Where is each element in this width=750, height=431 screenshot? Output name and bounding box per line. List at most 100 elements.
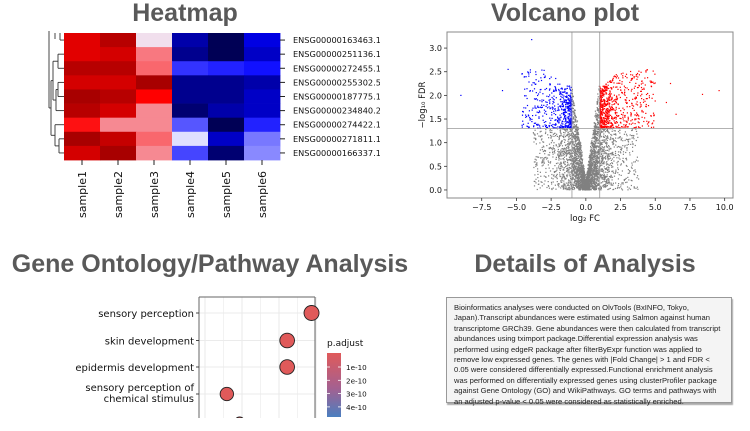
volcano-point (576, 150, 579, 152)
volcano-point (578, 163, 580, 165)
heatmap-cell (172, 103, 209, 119)
volcano-point (608, 179, 610, 182)
volcano-point (568, 105, 570, 107)
volcano-point (635, 97, 637, 99)
volcano-point (611, 153, 613, 155)
volcano-point (553, 112, 555, 115)
volcano-point (581, 163, 583, 165)
volcano-point (568, 169, 570, 171)
volcano-point (578, 177, 580, 179)
volcano-point (596, 186, 598, 188)
volcano-point (579, 143, 581, 145)
volcano-point (534, 83, 536, 85)
volcano-point (598, 189, 600, 191)
volcano-point (594, 169, 596, 171)
volcano-point (563, 95, 565, 97)
volcano-point (568, 150, 571, 152)
volcano-point (540, 157, 542, 159)
volcano-point (590, 175, 592, 177)
volcano-point (617, 137, 619, 139)
heatmap-cell (244, 145, 281, 161)
volcano-point (536, 164, 538, 166)
volcano-point (577, 160, 579, 162)
volcano-point (626, 147, 628, 149)
volcano-point (625, 151, 627, 154)
volcano-point (567, 146, 570, 148)
volcano-point (532, 82, 534, 84)
volcano-point (553, 110, 555, 112)
volcano-point (611, 152, 613, 154)
volcano-point (532, 107, 534, 109)
volcano-point (597, 109, 599, 111)
volcano-point (560, 134, 562, 136)
volcano-point (621, 170, 623, 172)
volcano-point (596, 113, 598, 115)
volcano-point (626, 135, 628, 137)
volcano-point (591, 151, 594, 153)
volcano-point (559, 114, 561, 116)
volcano-point (598, 109, 600, 111)
volcano-point (592, 173, 594, 175)
volcano-point (577, 184, 579, 186)
volcano-point (573, 188, 575, 191)
volcano-point (575, 176, 577, 178)
volcano-point (610, 152, 612, 155)
volcano-point (587, 181, 589, 183)
volcano-point (606, 128, 609, 130)
volcano-point (567, 164, 569, 166)
volcano-point (570, 159, 572, 161)
volcano-point (613, 103, 615, 105)
volcano-point (555, 145, 557, 147)
volcano-point (577, 136, 579, 138)
volcano-point (609, 91, 611, 93)
volcano-point (541, 69, 543, 71)
volcano-point (608, 117, 610, 120)
volcano-point (569, 107, 571, 109)
volcano-point (567, 103, 569, 105)
volcano-point (548, 167, 550, 169)
volcano-point (609, 157, 612, 159)
volcano-point (568, 121, 570, 123)
volcano-point (620, 73, 622, 75)
volcano-point (541, 149, 543, 151)
volcano-point (555, 97, 557, 99)
volcano-point (574, 187, 576, 190)
volcano-point (565, 166, 567, 168)
volcano-point (581, 164, 583, 166)
volcano-point (584, 177, 586, 179)
volcano-point (620, 164, 622, 166)
volcano-point (616, 82, 618, 84)
volcano-point (590, 160, 592, 162)
volcano-point (639, 106, 641, 108)
volcano-point (592, 133, 594, 135)
volcano-point (606, 102, 608, 104)
volcano-point (549, 162, 551, 164)
volcano-point (574, 173, 576, 175)
volcano-point (589, 172, 591, 174)
volcano-point (582, 184, 584, 186)
volcano-point (574, 171, 576, 173)
volcano-point (602, 99, 605, 101)
volcano-point (623, 120, 625, 122)
volcano-point (607, 99, 609, 101)
volcano-point (524, 88, 526, 90)
volcano-point (559, 83, 561, 85)
volcano-point (602, 184, 604, 186)
volcano-point (598, 162, 600, 164)
volcano-point (566, 184, 568, 187)
volcano-point (602, 157, 604, 159)
volcano-point (593, 176, 595, 178)
volcano-point (582, 164, 584, 166)
volcano-point (605, 85, 607, 87)
volcano-point (612, 86, 615, 88)
volcano-point (590, 165, 592, 167)
volcano-point (597, 180, 599, 183)
volcano-point (574, 125, 576, 127)
volcano-point (552, 181, 554, 183)
volcano-point (600, 124, 602, 126)
volcano-point (603, 100, 605, 102)
volcano-point (560, 180, 562, 182)
volcano-point (565, 96, 567, 98)
category-label: sensory perception of (85, 383, 194, 394)
volcano-point (592, 179, 594, 181)
